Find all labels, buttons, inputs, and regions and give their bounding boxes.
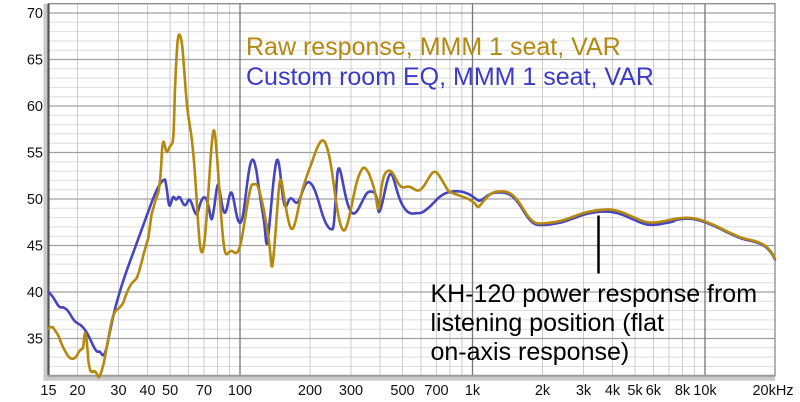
svg-text:3k: 3k [576, 383, 592, 399]
svg-text:1k: 1k [465, 383, 481, 399]
svg-text:20: 20 [69, 383, 85, 399]
svg-text:70: 70 [196, 383, 212, 399]
svg-text:15: 15 [40, 383, 56, 399]
svg-text:300: 300 [339, 383, 363, 399]
svg-text:6k: 6k [646, 383, 662, 399]
svg-text:20kHz: 20kHz [752, 383, 793, 399]
svg-text:10k: 10k [693, 383, 717, 399]
svg-text:50: 50 [162, 383, 178, 399]
svg-text:70: 70 [27, 6, 43, 22]
svg-text:200: 200 [298, 383, 322, 399]
svg-text:35: 35 [27, 332, 43, 348]
svg-text:listening position (flat: listening position (flat [431, 309, 665, 337]
svg-text:100: 100 [228, 383, 252, 399]
svg-text:8k: 8k [675, 383, 691, 399]
svg-text:60: 60 [27, 99, 43, 115]
svg-text:KH-120 power response from: KH-120 power response from [431, 280, 758, 308]
svg-text:5k: 5k [627, 383, 643, 399]
svg-text:50: 50 [27, 192, 43, 208]
svg-text:Custom room EQ, MMM 1 seat, VA: Custom room EQ, MMM 1 seat, VAR [246, 63, 654, 91]
svg-text:2k: 2k [535, 383, 551, 399]
svg-text:on-axis response): on-axis response) [431, 338, 630, 366]
svg-text:30: 30 [110, 383, 126, 399]
svg-text:4k: 4k [605, 383, 621, 399]
svg-text:55: 55 [27, 146, 43, 162]
svg-text:700: 700 [424, 383, 448, 399]
svg-text:40: 40 [27, 285, 43, 301]
svg-text:500: 500 [390, 383, 414, 399]
svg-text:65: 65 [27, 53, 43, 69]
svg-text:45: 45 [27, 239, 43, 255]
svg-text:Raw response, MMM 1 seat, VAR: Raw response, MMM 1 seat, VAR [246, 33, 621, 61]
svg-text:40: 40 [139, 383, 155, 399]
